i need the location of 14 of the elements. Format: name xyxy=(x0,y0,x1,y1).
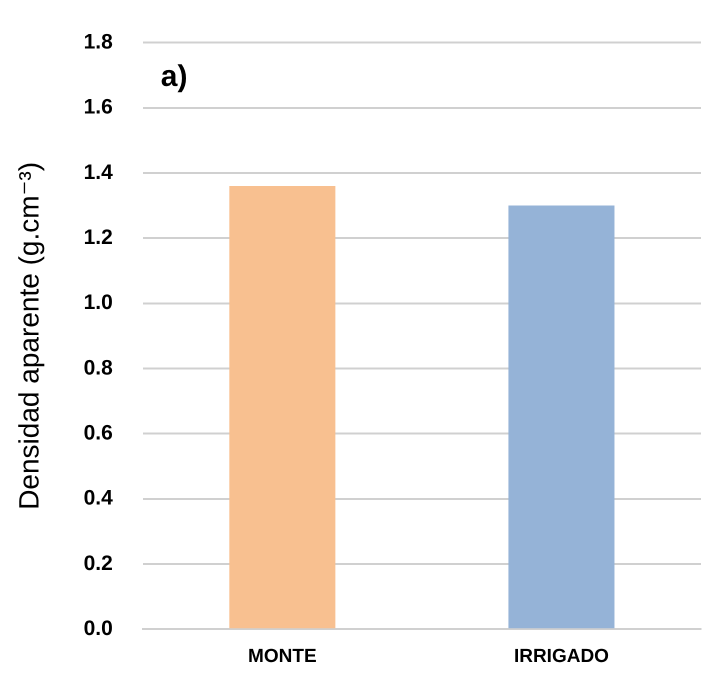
y-tick-label: 1.2 xyxy=(84,226,113,249)
y-tick-label: 0.4 xyxy=(84,486,114,510)
y-tick-label: 1.0 xyxy=(84,291,113,314)
y-tick-label: 1.6 xyxy=(84,96,113,119)
y-tick-label: 0.8 xyxy=(84,356,114,380)
y-axis-title: Densidad aparente (g.cm⁻³) xyxy=(14,162,45,510)
y-tick-label: 0.6 xyxy=(84,421,113,444)
annotation: a) xyxy=(160,60,188,93)
x-tick-label: IRRIGADO xyxy=(514,646,609,667)
y-tick-label: 0.2 xyxy=(84,552,113,575)
y-tick-label: 1.8 xyxy=(84,30,114,54)
y-tick-label: 0.0 xyxy=(84,616,113,640)
x-tick-label: MONTE xyxy=(248,646,317,667)
y-tick-label: 1.4 xyxy=(84,160,114,184)
